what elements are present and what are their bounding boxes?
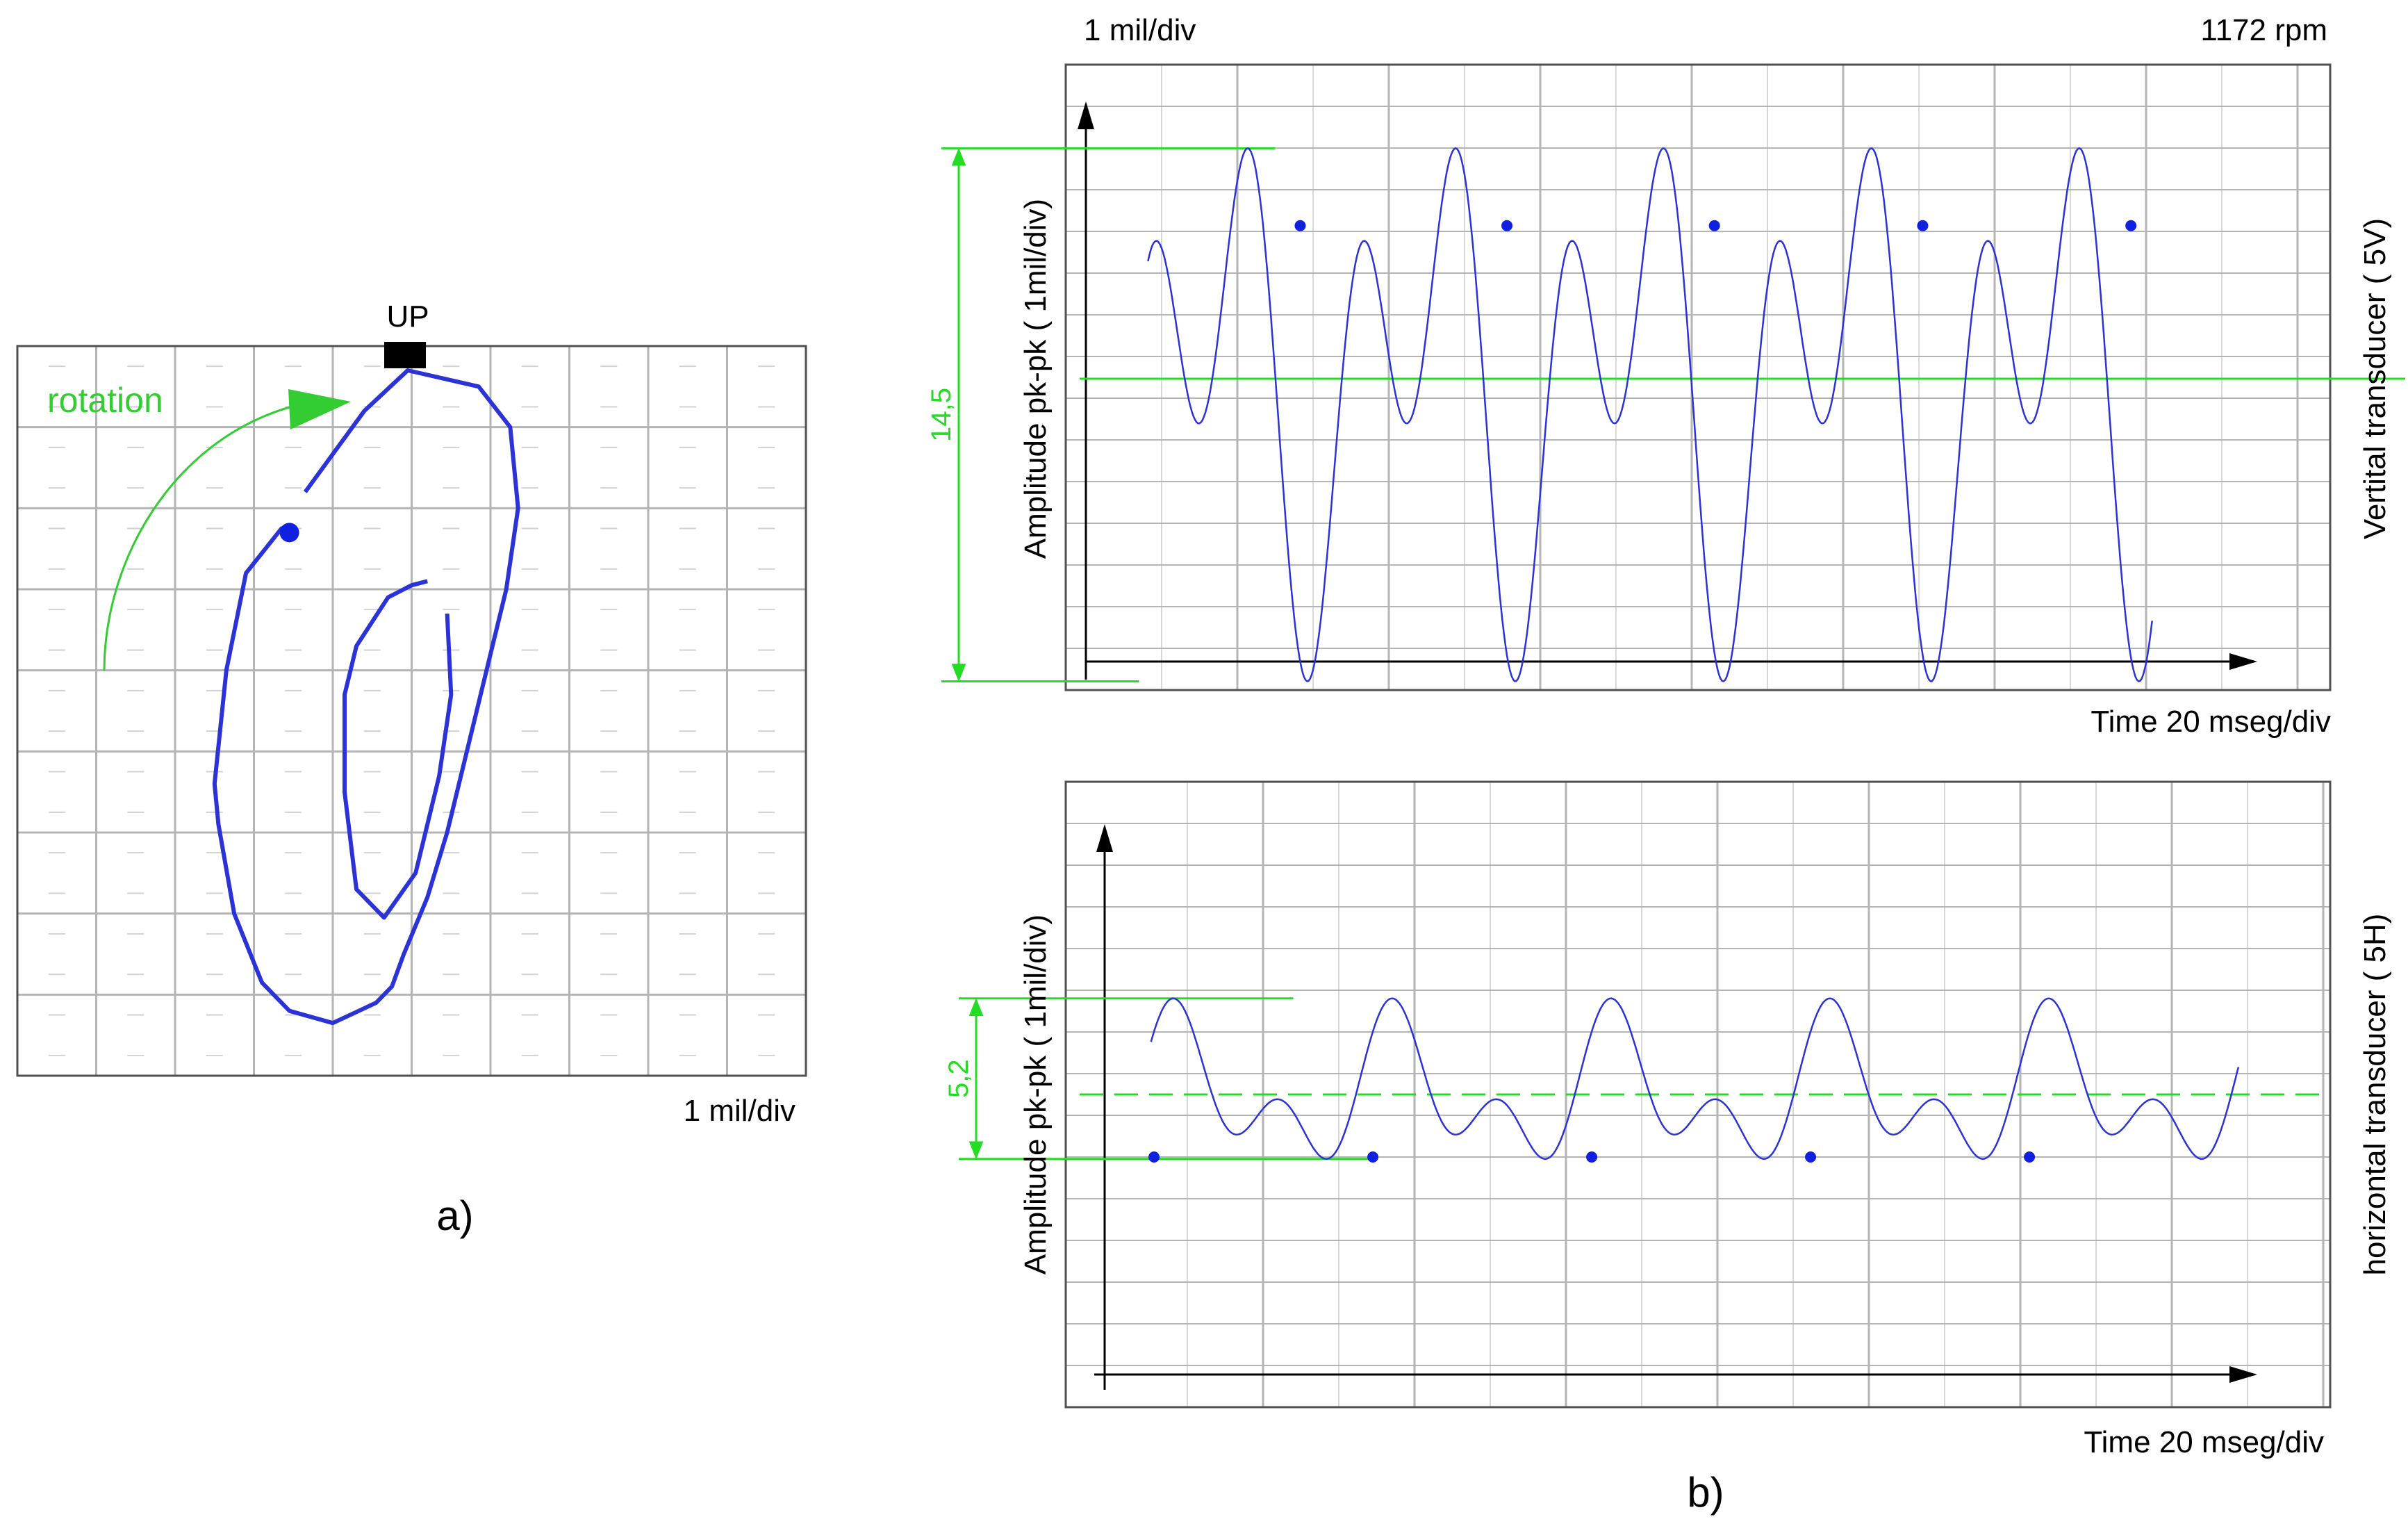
up-marker [384, 342, 426, 368]
orbit-trace-path [212, 368, 520, 1026]
orbit-panel: UP rotation 1 mil/div a) [16, 300, 807, 1239]
vertical-chart-grid [1066, 65, 2330, 690]
panel-a-caption: a) [436, 1192, 473, 1239]
vertical-keyphasor-dot [1917, 220, 1929, 231]
horizontal-x-label: Time 20 mseg/div [2084, 1425, 2324, 1459]
horizontal-keyphasor-dot [1805, 1151, 1817, 1163]
horizontal-waveform [1150, 997, 2240, 1160]
vertical-pkpk-value: 14,5 [926, 388, 957, 442]
orbit-trace [212, 368, 520, 1026]
vertical-transducer-chart: 14,5 Amplitude pk-pk ( 1mil/div) Vertita… [926, 63, 2405, 739]
panel-b-caption: b) [1687, 1469, 1724, 1516]
vertical-keyphasor-dot [1708, 220, 1720, 231]
up-label: UP [386, 300, 429, 334]
vertical-chart-frame [1064, 63, 2332, 691]
vertical-x-label: Time 20 mseg/div [2090, 705, 2331, 739]
horizontal-keyphasor-dot [1586, 1151, 1598, 1163]
timebase-panel: 1 mil/div 1172 rpm 14,5 Amplitude pk-pk … [926, 13, 2405, 1516]
vertical-pkpk-annotation [941, 147, 1276, 682]
rpm-label: 1172 rpm [2200, 13, 2327, 47]
horizontal-y-label: Amplitude pk-pk ( 1mil/div) [1019, 914, 1053, 1274]
horizontal-transducer-chart: 5,2 Amplitude pk-pk ( 1mil/div) horizont… [943, 780, 2392, 1459]
horizontal-pkpk-value: 5,2 [943, 1059, 974, 1098]
keyphasor-marker [279, 523, 299, 543]
orbit-inner-loop [343, 579, 454, 920]
horizontal-pkpk-annotation [959, 997, 1369, 1160]
vertical-side-label: Vertital transducer ( 5V) [2358, 218, 2392, 539]
timebase-scale-label: 1 mil/div [1084, 13, 1196, 47]
vertical-keyphasor-dot [1501, 220, 1513, 231]
vertical-keyphasor-dot [1294, 220, 1306, 231]
vertical-waveform [1147, 147, 2153, 682]
orbit-grid [17, 346, 806, 1076]
orbit-inner-loop-path [343, 579, 454, 920]
horizontal-keyphasor-dot [1148, 1151, 1160, 1163]
orbit-scale-label: 1 mil/div [684, 1094, 795, 1128]
horizontal-chart-frame [1064, 780, 2332, 1409]
rotation-arrow [103, 405, 292, 671]
vertical-y-label: Amplitude pk-pk ( 1mil/div) [1019, 199, 1053, 559]
rotation-arrow-head [288, 389, 351, 429]
horizontal-keyphasor-markers [1148, 1151, 2036, 1163]
vertical-keyphasor-dot [2125, 220, 2137, 231]
horizontal-keyphasor-dot [1367, 1151, 1379, 1163]
horizontal-side-label: horizontal transducer ( 5H) [2358, 914, 2392, 1276]
horizontal-keyphasor-dot [2024, 1151, 2036, 1163]
rotation-label: rotation [47, 381, 163, 420]
vertical-keyphasor-markers [1294, 220, 2137, 231]
